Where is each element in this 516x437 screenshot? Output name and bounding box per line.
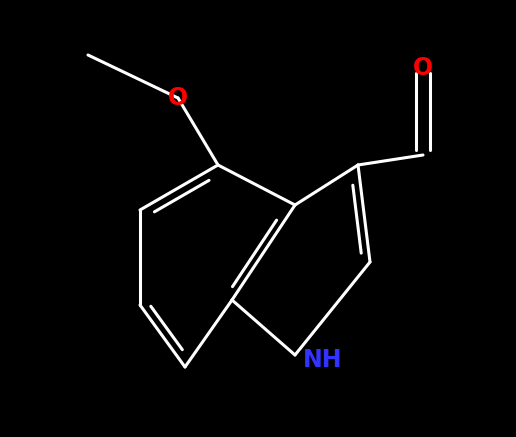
Text: O: O (413, 56, 433, 80)
Text: NH: NH (303, 348, 343, 372)
Text: O: O (168, 86, 188, 110)
